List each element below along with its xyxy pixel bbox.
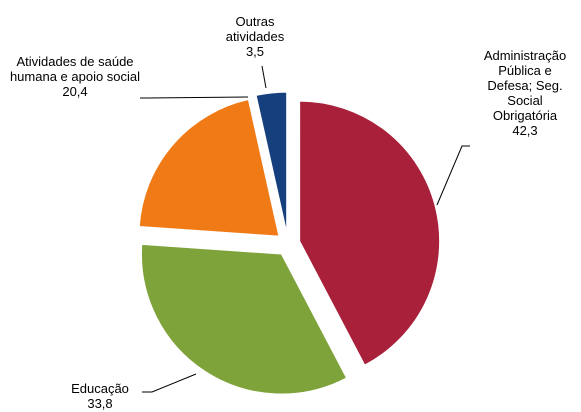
- pie-slice: [140, 243, 348, 395]
- slice-label: Outras atividades 3,5: [205, 14, 305, 59]
- slice-label: Atividades de saúde humana e apoio socia…: [0, 54, 150, 99]
- slice-label: Administração Pública e Defesa; Seg. Soc…: [460, 48, 581, 138]
- category-label: Atividades de saúde humana e apoio socia…: [9, 54, 141, 84]
- slice-label: Educação 33,8: [50, 381, 150, 411]
- value-label: 33,8: [87, 396, 113, 411]
- leader-line: [142, 373, 197, 393]
- value-label: 20,4: [62, 84, 88, 99]
- category-label: Administração Pública e Defesa; Seg. Soc…: [483, 48, 567, 123]
- leader-line: [436, 145, 470, 206]
- pie-slice: [255, 91, 288, 233]
- leader-line: [140, 96, 249, 99]
- value-label: 3,5: [245, 44, 265, 59]
- category-label: Educação: [71, 381, 129, 396]
- category-label: Outras atividades: [225, 14, 285, 44]
- leader-line: [261, 65, 267, 89]
- pie-slice: [138, 98, 280, 237]
- pie-slice: [299, 100, 441, 366]
- value-label: 42,3: [512, 123, 538, 138]
